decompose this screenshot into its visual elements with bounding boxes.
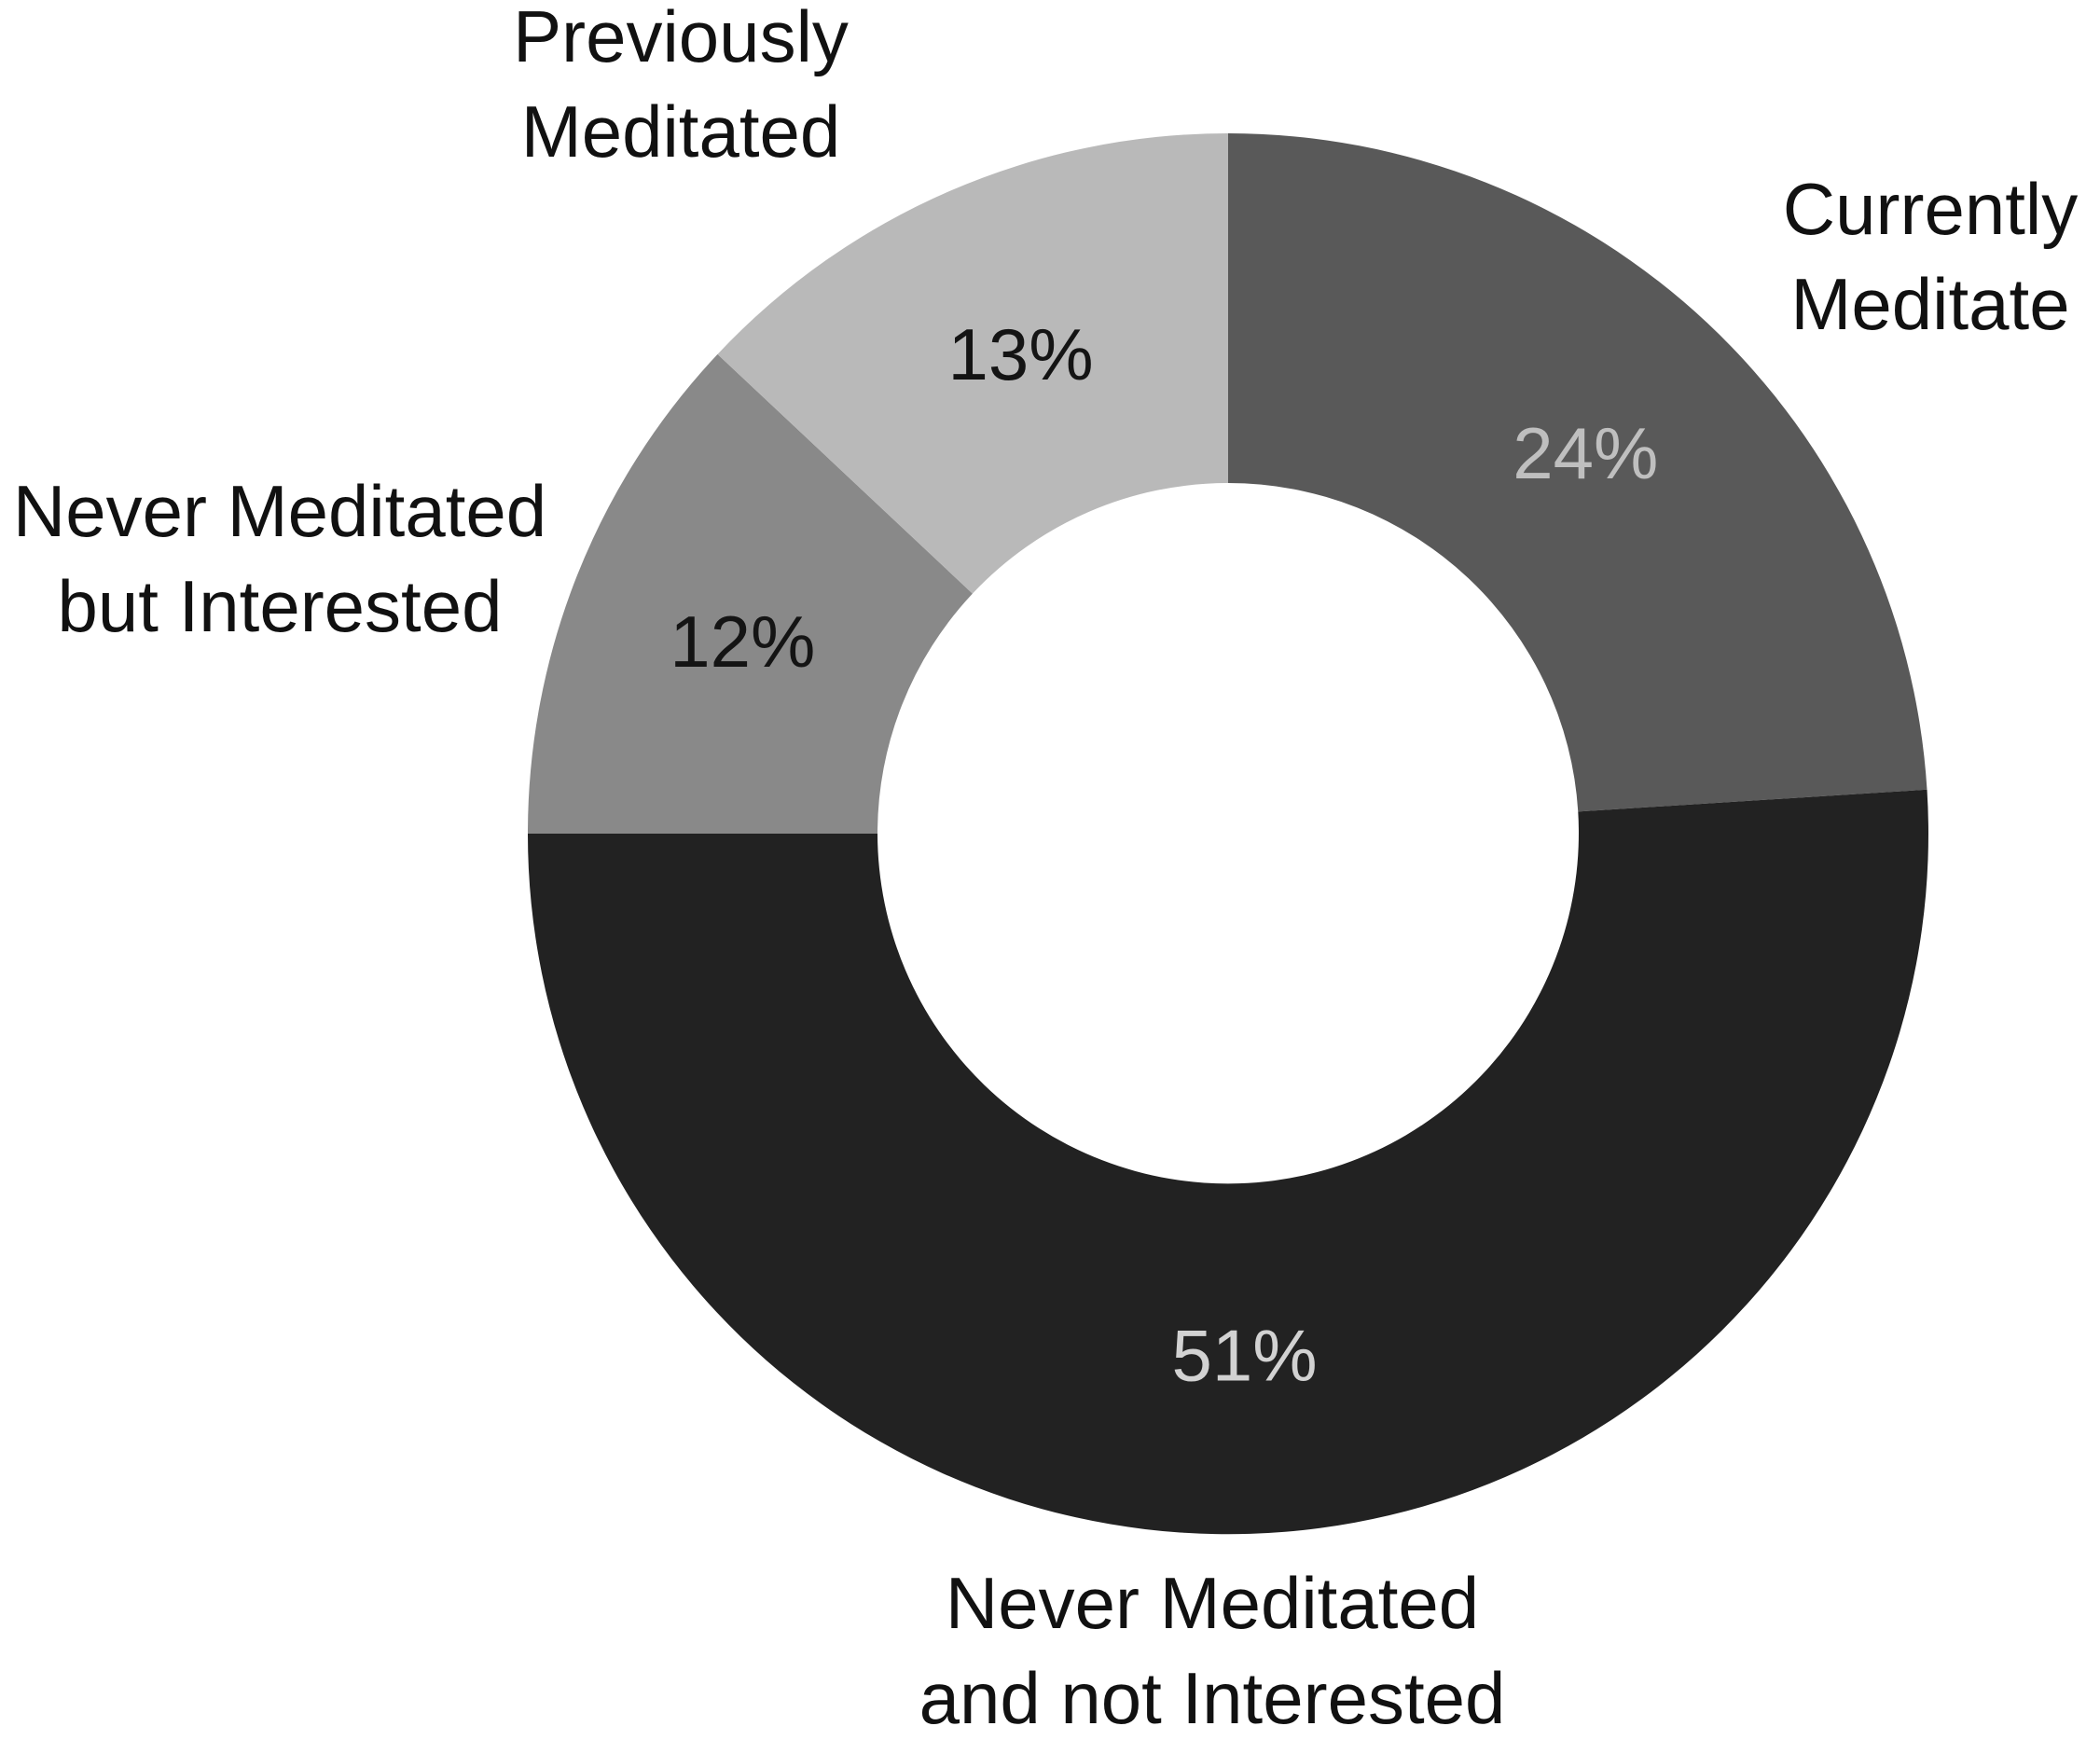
slice-label-line: but Interested (57, 565, 503, 647)
slice-label-line: Meditate (1790, 263, 2070, 345)
slice-previously-meditated (717, 133, 1228, 594)
slice-label-line: Never Meditated (12, 469, 547, 552)
slice-never-meditated-and-not-interested (527, 789, 1928, 1535)
slice-never-meditated-but-interested (528, 353, 973, 834)
slice-label-line: Previously (513, 0, 849, 77)
pct-label-currently-meditate: 24% (1513, 412, 1658, 494)
pct-label-previously-meditated: 13% (948, 313, 1094, 395)
slice-label-line: and not Interested (919, 1657, 1506, 1739)
slice-label-line: Never Meditated (945, 1561, 1480, 1644)
slice-label-currently-meditate: Currently Meditate (1783, 161, 2078, 352)
slice-currently-meditate (1228, 133, 1927, 812)
pct-label-never-meditated-and-not-interested: 51% (1172, 1315, 1318, 1397)
slice-label-never-meditated-not-interested: Never Meditated and not Interested (919, 1555, 1506, 1740)
slice-label-line: Currently (1782, 167, 2079, 250)
slice-label-line: Meditated (520, 90, 841, 173)
slice-label-previously-meditated: Previously Meditated (513, 0, 849, 179)
slice-label-never-meditated-but-interested: Never Meditated but Interested (13, 463, 546, 654)
pct-label-never-meditated-but-interested: 12% (670, 601, 815, 683)
